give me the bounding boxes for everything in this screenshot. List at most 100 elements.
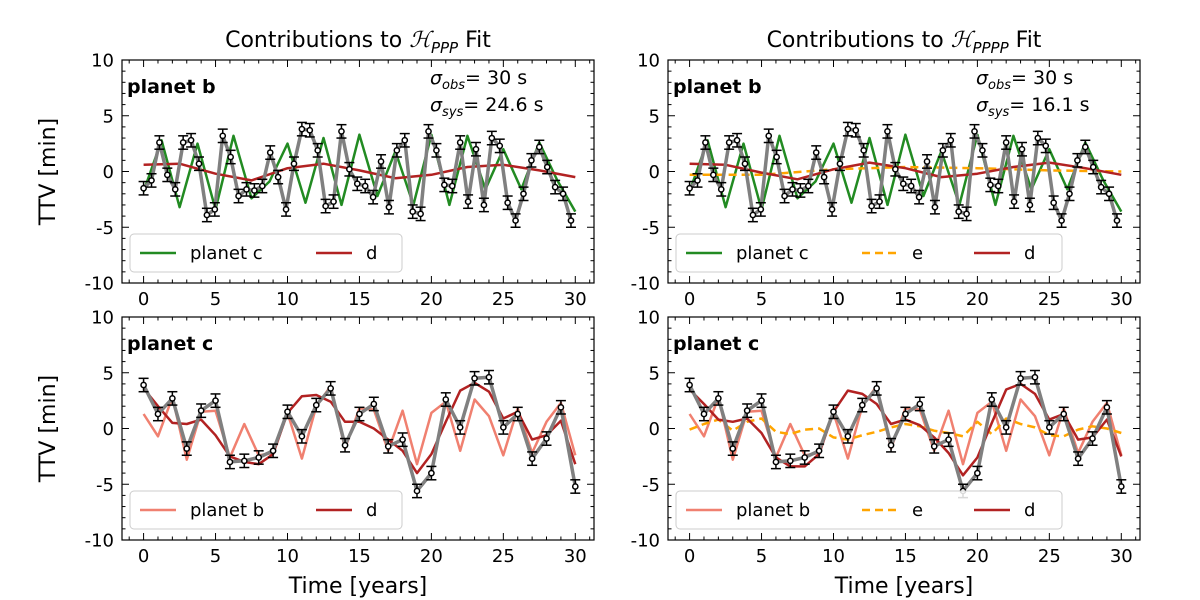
observation-point bbox=[551, 183, 559, 191]
observation-point bbox=[915, 193, 923, 201]
y-axis-label: TTV [min] bbox=[36, 118, 61, 226]
observation-point bbox=[963, 210, 970, 218]
observation-point bbox=[844, 432, 852, 440]
chart-panel-top-left: 0 5 10 15 20 25 30 -10 -5 0 5 10 planet b σobs= 30 sσ… bbox=[36, 28, 595, 310]
y-axis-label: TTV [min] bbox=[36, 375, 61, 483]
axes-frame bbox=[667, 316, 1141, 541]
observation-point bbox=[179, 139, 187, 146]
panel-label: planet b bbox=[673, 76, 762, 98]
observation-point bbox=[284, 408, 291, 416]
observation-point bbox=[715, 395, 722, 402]
observation-point bbox=[433, 146, 440, 154]
observation-point bbox=[504, 199, 512, 207]
observation-point bbox=[140, 184, 147, 192]
observation-point bbox=[282, 206, 290, 213]
chart-panel-bottom-right: 0 5 10 15 20 25 30 -10 -5 0 5 10 planet c Time [years… bbox=[631, 308, 1141, 599]
observation-point bbox=[907, 182, 915, 190]
observation-point bbox=[1050, 199, 1058, 207]
observation-point bbox=[528, 157, 535, 164]
observation-point bbox=[148, 177, 155, 184]
y-tick-label: -5 bbox=[642, 475, 660, 496]
observation-point bbox=[1017, 374, 1024, 382]
observation-point bbox=[971, 128, 978, 135]
x-axis-label: Time [years] bbox=[834, 574, 974, 599]
observation-point bbox=[743, 407, 751, 415]
observation-point bbox=[269, 447, 277, 455]
observation-point bbox=[154, 410, 162, 418]
observation-point bbox=[471, 374, 478, 382]
observation-point bbox=[1105, 190, 1113, 198]
x-tick-label: 25 bbox=[1038, 289, 1061, 310]
observation-point bbox=[899, 180, 907, 188]
observation-point bbox=[765, 132, 773, 140]
panel-label: planet b bbox=[127, 76, 216, 98]
observations bbox=[684, 121, 1122, 228]
observation-point bbox=[385, 203, 393, 211]
observation-point bbox=[306, 126, 314, 134]
x-tick-label: 20 bbox=[420, 289, 443, 310]
legend-label: planet c bbox=[190, 243, 263, 264]
plot-area bbox=[138, 369, 581, 499]
y-tick-label: 5 bbox=[649, 106, 660, 127]
legend-label: d bbox=[366, 243, 377, 264]
observation-point bbox=[1026, 201, 1034, 209]
plot-area bbox=[138, 121, 577, 228]
observation-point bbox=[702, 139, 709, 146]
plot-area bbox=[684, 369, 1127, 499]
observation-point bbox=[140, 381, 147, 389]
observation-point bbox=[330, 198, 337, 205]
x-tick-label: 0 bbox=[684, 546, 695, 567]
observation-point bbox=[974, 469, 981, 477]
observation-point bbox=[183, 445, 191, 452]
observations bbox=[138, 369, 581, 499]
observation-point bbox=[1042, 142, 1050, 150]
observation-point bbox=[955, 208, 963, 215]
series-line-d bbox=[143, 162, 576, 182]
observation-point bbox=[757, 206, 765, 213]
observation-point bbox=[456, 139, 464, 146]
x-tick-label: 30 bbox=[1110, 289, 1133, 310]
observation-point bbox=[211, 206, 219, 213]
x-tick-label: 10 bbox=[276, 289, 299, 310]
x-tick-label: 5 bbox=[756, 289, 767, 310]
observation-point bbox=[464, 198, 472, 205]
observation-point bbox=[1058, 217, 1065, 224]
observation-point bbox=[298, 125, 306, 133]
y-tick-label: 10 bbox=[91, 308, 114, 329]
x-tick-label: 25 bbox=[492, 289, 515, 310]
y-tick-label: 0 bbox=[103, 419, 114, 440]
x-tick-label: 10 bbox=[822, 289, 845, 310]
observation-point bbox=[741, 160, 749, 168]
x-tick-label: 30 bbox=[564, 546, 587, 567]
observations bbox=[138, 121, 576, 228]
observation-point bbox=[227, 153, 234, 161]
observation-point bbox=[514, 410, 522, 418]
legend-label: e bbox=[912, 500, 923, 521]
observation-point bbox=[988, 396, 996, 403]
observation-point bbox=[369, 193, 377, 201]
x-tick-label: 20 bbox=[966, 546, 989, 567]
observation-point bbox=[1089, 163, 1097, 171]
observation-point bbox=[472, 145, 480, 153]
observation-point bbox=[187, 136, 195, 144]
observation-point bbox=[338, 128, 345, 135]
observation-point bbox=[1089, 435, 1096, 442]
observation-point bbox=[496, 142, 504, 150]
observation-point bbox=[887, 441, 895, 449]
observation-point bbox=[251, 187, 258, 194]
observation-point bbox=[274, 173, 282, 181]
observation-point bbox=[749, 211, 757, 219]
observation-point bbox=[163, 171, 171, 179]
x-tick-label: 5 bbox=[210, 546, 221, 567]
observation-point bbox=[203, 211, 211, 219]
observation-point bbox=[195, 160, 203, 168]
y-tick-label: 5 bbox=[649, 363, 660, 384]
observation-point bbox=[212, 397, 219, 404]
observation-point bbox=[781, 192, 788, 200]
observation-point bbox=[804, 182, 812, 190]
y-tick-label: 10 bbox=[637, 308, 660, 329]
observation-point bbox=[902, 410, 909, 418]
series-line-e bbox=[689, 417, 1122, 441]
observation-point bbox=[370, 400, 378, 408]
plot-area bbox=[684, 121, 1123, 228]
